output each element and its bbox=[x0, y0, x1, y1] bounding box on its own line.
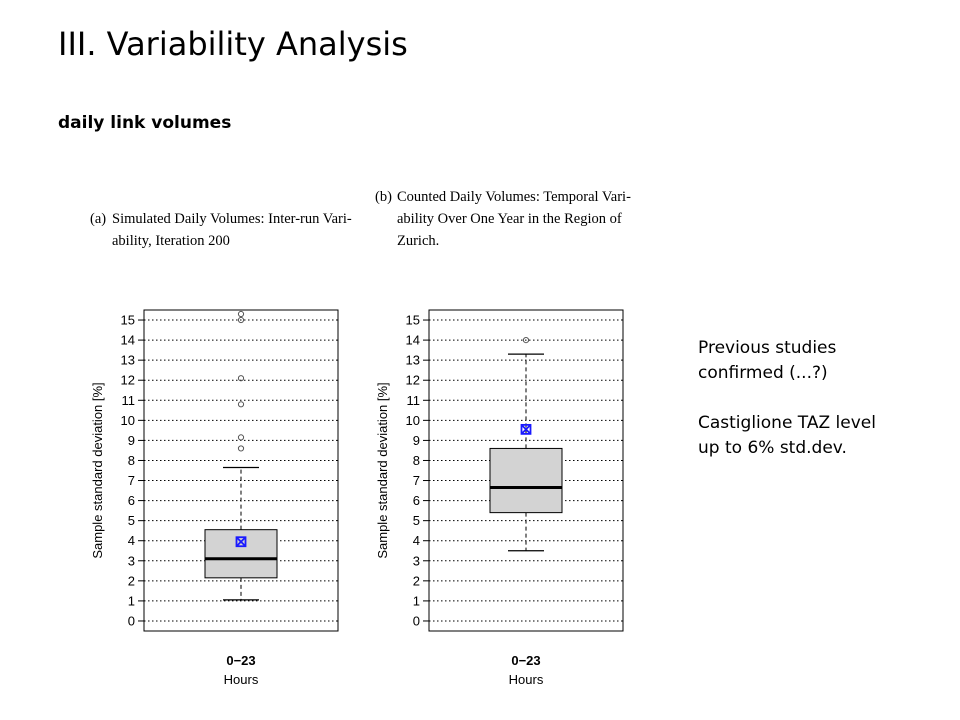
x-axis-label: Hours bbox=[224, 672, 259, 687]
y-axis-label: Sample standard deviation [%] bbox=[90, 382, 105, 558]
y-tick-label: 9 bbox=[413, 433, 420, 448]
plot-frame bbox=[428, 309, 624, 632]
note-line-3: Castiglione TAZ level bbox=[698, 413, 876, 433]
y-tick-label: 14 bbox=[121, 333, 135, 348]
y-tick-label: 3 bbox=[128, 553, 135, 568]
outlier-point bbox=[237, 375, 245, 382]
caption-a-line2: ability, Iteration 200 bbox=[112, 233, 230, 249]
y-tick-label: 12 bbox=[121, 373, 135, 388]
y-tick-label: 9 bbox=[128, 433, 135, 448]
y-axis-label: Sample standard deviation [%] bbox=[375, 382, 390, 558]
outlier-point bbox=[237, 401, 245, 408]
plot-frame bbox=[143, 309, 339, 632]
caption-b-line3: Zurich. bbox=[397, 233, 440, 249]
y-tick-label: 6 bbox=[128, 493, 135, 508]
y-tick-label: 8 bbox=[128, 453, 135, 468]
iqr-box bbox=[489, 447, 563, 514]
y-tick-label: 4 bbox=[128, 533, 135, 548]
y-tick-label: 2 bbox=[128, 573, 135, 588]
y-tick-label: 11 bbox=[407, 393, 421, 408]
slide-title: III. Variability Analysis bbox=[58, 25, 408, 63]
outlier-point bbox=[237, 434, 245, 441]
caption-b-line1: Counted Daily Volumes: Temporal Vari- bbox=[397, 189, 631, 205]
x-category-label: 0−23 bbox=[226, 653, 255, 668]
y-tick-label: 5 bbox=[413, 513, 420, 528]
y-tick-label: 13 bbox=[121, 353, 135, 368]
mean-marker-cross bbox=[520, 424, 532, 435]
x-axis-label: Hours bbox=[509, 672, 544, 687]
outlier-point bbox=[237, 310, 245, 318]
outlier-point bbox=[237, 445, 245, 452]
y-tick-label: 0 bbox=[413, 613, 420, 628]
y-tick-label: 15 bbox=[406, 313, 420, 328]
y-tick-label: 5 bbox=[128, 513, 135, 528]
mean-marker-box bbox=[520, 423, 532, 435]
caption-b-panel: (b) bbox=[375, 189, 392, 205]
y-tick-label: 0 bbox=[128, 613, 135, 628]
caption-a-line1: Simulated Daily Volumes: Inter-run Vari- bbox=[112, 211, 352, 227]
y-tick-label: 8 bbox=[413, 453, 420, 468]
mean-marker-box bbox=[235, 536, 247, 548]
y-tick-label: 6 bbox=[413, 493, 420, 508]
y-tick-label: 1 bbox=[413, 593, 420, 608]
y-tick-label: 10 bbox=[121, 413, 135, 428]
y-tick-label: 10 bbox=[406, 413, 420, 428]
y-tick-label: 2 bbox=[413, 573, 420, 588]
y-tick-label: 7 bbox=[413, 473, 420, 488]
caption-b-line2: ability Over One Year in the Region of bbox=[397, 211, 622, 227]
y-tick-label: 15 bbox=[121, 313, 135, 328]
notes: Previous studies confirmed (...?) Castig… bbox=[698, 336, 948, 461]
note-line-2: confirmed (...?) bbox=[698, 363, 828, 383]
outlier-point bbox=[522, 336, 530, 344]
y-tick-label: 13 bbox=[406, 353, 420, 368]
y-tick-label: 11 bbox=[122, 393, 136, 408]
slide-subtitle: daily link volumes bbox=[58, 113, 232, 133]
y-tick-label: 12 bbox=[406, 373, 420, 388]
y-tick-label: 1 bbox=[128, 593, 135, 608]
caption-b: (b) Counted Daily Volumes: Temporal Vari-… bbox=[375, 186, 660, 252]
y-tick-label: 7 bbox=[128, 473, 135, 488]
outlier-point bbox=[237, 316, 245, 324]
caption-a: (a) Simulated Daily Volumes: Inter-run Va… bbox=[90, 208, 380, 252]
y-tick-label: 3 bbox=[413, 553, 420, 568]
x-category-label: 0−23 bbox=[511, 653, 540, 668]
note-line-1: Previous studies bbox=[698, 338, 837, 358]
caption-a-panel: (a) bbox=[90, 211, 107, 227]
y-tick-label: 4 bbox=[413, 533, 420, 548]
note-line-4: up to 6% std.dev. bbox=[698, 438, 847, 458]
y-tick-label: 14 bbox=[406, 333, 420, 348]
mean-marker-cross bbox=[235, 536, 247, 547]
